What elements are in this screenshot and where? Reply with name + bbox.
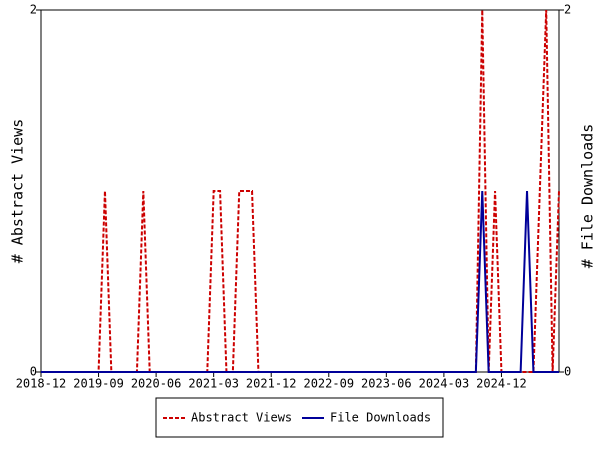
x-tick-label: 2019-09 — [73, 377, 124, 391]
x-tick-label: 2018-12 — [16, 377, 67, 391]
y-tick-label: 0 — [30, 365, 37, 379]
x-tick-label: 2024-12 — [476, 377, 527, 391]
x-tick-label: 2022-09 — [303, 377, 354, 391]
y-axis-title: # Abstract Views — [9, 119, 27, 264]
x-tick-label: 2021-12 — [246, 377, 297, 391]
series-line — [41, 190, 559, 373]
legend-label: File Downloads — [330, 411, 431, 425]
x-tick-label: 2021-03 — [188, 377, 239, 391]
y2-axis-title: # File Downloads — [579, 124, 597, 269]
x-tick-label: 2020-06 — [131, 377, 182, 391]
y2-tick-label: 2 — [564, 3, 571, 17]
x-tick-label: 2024-03 — [419, 377, 470, 391]
legend-label: Abstract Views — [191, 411, 292, 425]
y-tick-label: 2 — [30, 3, 37, 17]
legend-box — [155, 397, 444, 438]
y2-tick-label: 0 — [564, 365, 571, 379]
x-tick-label: 2023-06 — [361, 377, 412, 391]
